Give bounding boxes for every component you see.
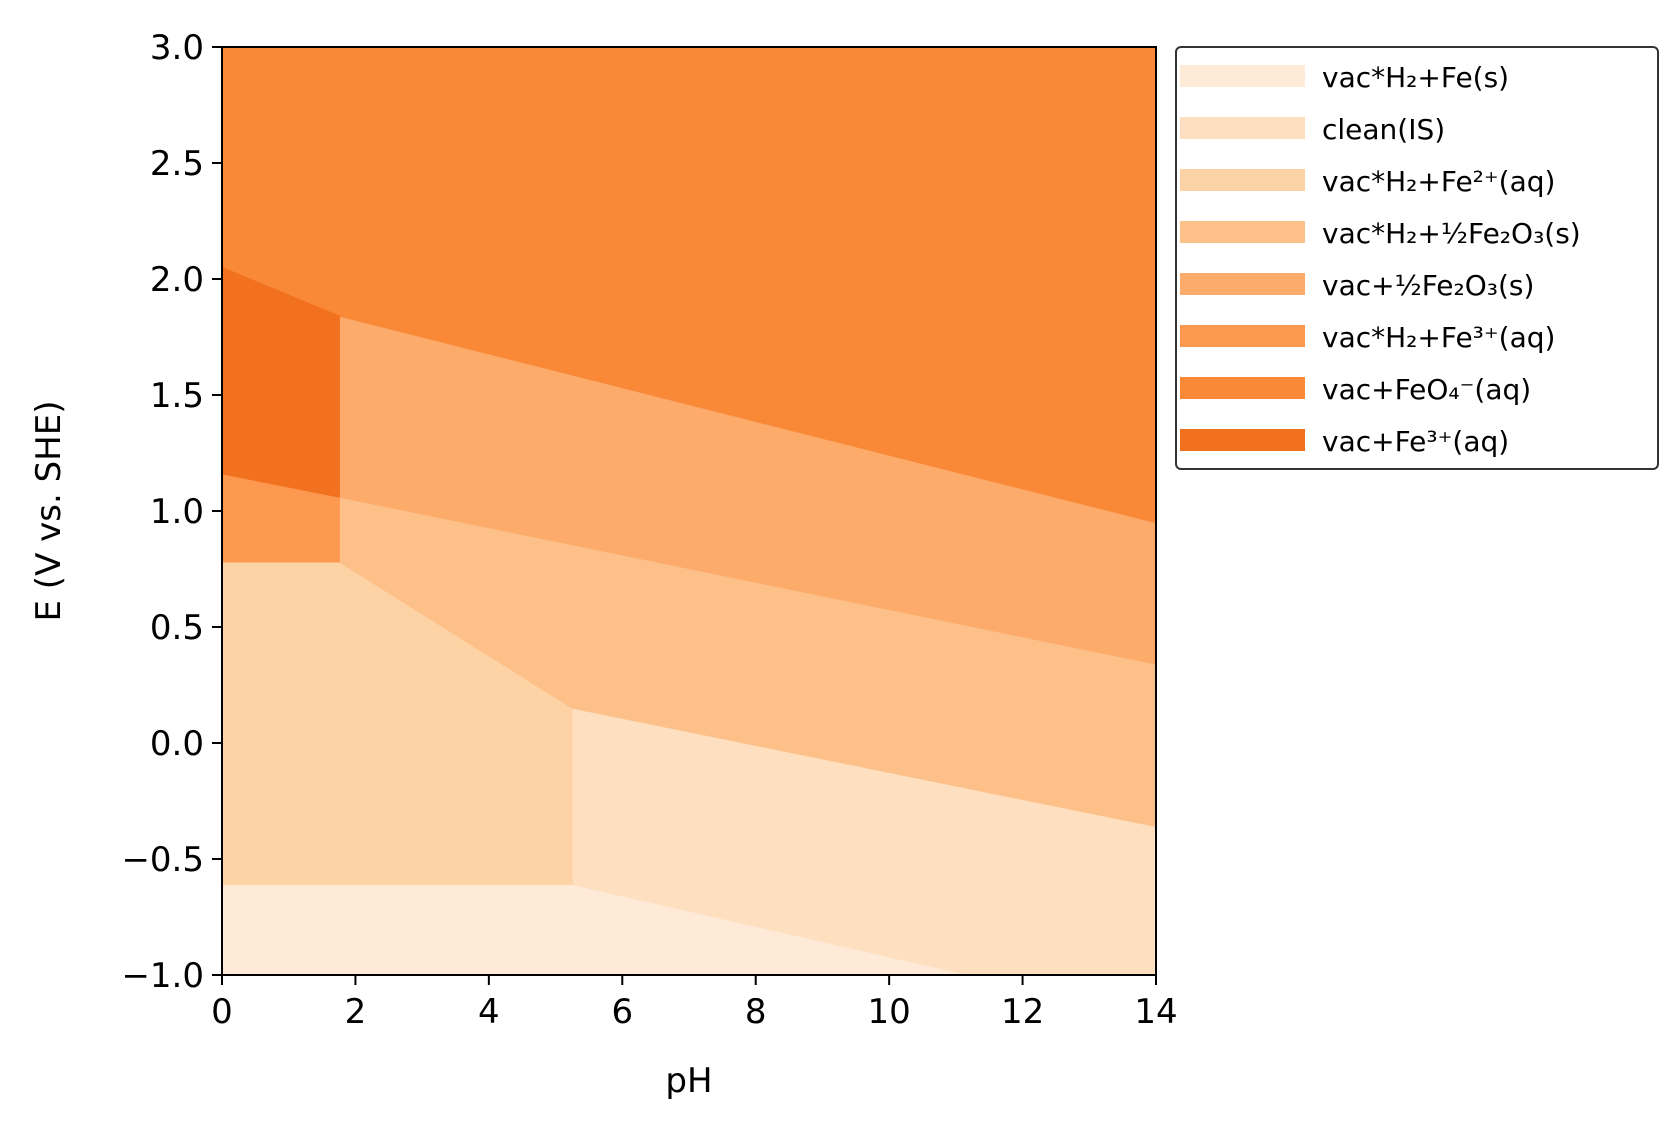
x-tick-label: 12 bbox=[1001, 992, 1044, 1032]
x-tick-label: 0 bbox=[211, 992, 233, 1032]
x-tick-label: 2 bbox=[345, 992, 367, 1032]
legend-label: vac*H₂+Fe²⁺(aq) bbox=[1322, 165, 1555, 198]
legend-label: vac+½Fe₂O₃(s) bbox=[1322, 269, 1534, 302]
legend-label: vac+Fe³⁺(aq) bbox=[1322, 425, 1509, 458]
legend: vac*H₂+Fe(s) clean(IS) vac*H₂+Fe²⁺(aq) vac*… bbox=[1175, 46, 1659, 470]
y-axis-ticks: −1.0 −0.5 0.0 0.5 1.0 1.5 2.0 2.5 3.0 bbox=[121, 28, 222, 996]
legend-swatch bbox=[1180, 65, 1305, 87]
legend-label: vac*H₂+½Fe₂O₃(s) bbox=[1322, 217, 1581, 250]
y-tick-label: 2.5 bbox=[150, 144, 204, 184]
y-tick-label: 2.0 bbox=[150, 260, 204, 300]
legend-label: vac+FeO₄⁻(aq) bbox=[1322, 373, 1531, 406]
y-tick-label: 0.5 bbox=[150, 608, 204, 648]
x-tick-label: 14 bbox=[1134, 992, 1177, 1032]
legend-label: clean(IS) bbox=[1322, 113, 1445, 146]
y-tick-label: 1.5 bbox=[150, 376, 204, 416]
y-tick-label: −1.0 bbox=[121, 956, 204, 996]
x-tick-label: 6 bbox=[611, 992, 633, 1032]
legend-swatch bbox=[1180, 377, 1305, 399]
legend-box bbox=[1175, 46, 1659, 470]
legend-swatch bbox=[1180, 117, 1305, 139]
legend-swatch bbox=[1180, 429, 1305, 451]
legend-swatch bbox=[1180, 221, 1305, 243]
phase-regions bbox=[221, 46, 1157, 976]
legend-label: vac*H₂+Fe(s) bbox=[1322, 61, 1509, 94]
legend-label: vac*H₂+Fe³⁺(aq) bbox=[1322, 321, 1555, 354]
x-axis-ticks: 0 2 4 6 8 10 12 14 bbox=[211, 975, 1178, 1032]
x-tick-label: 10 bbox=[868, 992, 911, 1032]
x-tick-label: 4 bbox=[478, 992, 500, 1032]
y-tick-label: 1.0 bbox=[150, 492, 204, 532]
y-tick-label: 0.0 bbox=[150, 724, 204, 764]
legend-swatch bbox=[1180, 169, 1305, 191]
y-tick-label: −0.5 bbox=[121, 840, 204, 880]
legend-swatch bbox=[1180, 273, 1305, 295]
x-axis-label: pH bbox=[665, 1061, 712, 1101]
y-axis-label: E (V vs. SHE) bbox=[29, 401, 69, 622]
x-tick-label: 8 bbox=[745, 992, 767, 1032]
legend-swatch bbox=[1180, 325, 1305, 347]
y-tick-label: 3.0 bbox=[150, 28, 204, 68]
